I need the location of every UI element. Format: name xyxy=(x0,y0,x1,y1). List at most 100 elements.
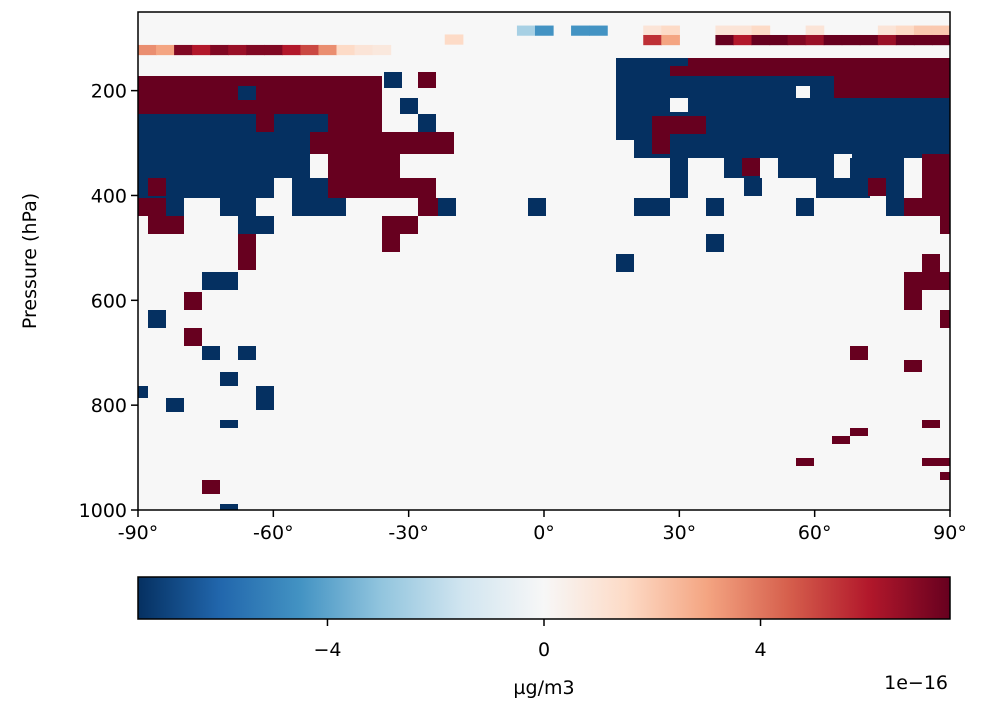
heatmap-block xyxy=(690,158,726,178)
heatmap-block xyxy=(796,86,810,98)
heatmap-cell xyxy=(246,44,265,56)
heatmap-block xyxy=(148,178,166,196)
heatmap-cell xyxy=(643,25,662,36)
heatmap-block xyxy=(656,58,688,66)
heatmap-block xyxy=(418,72,436,88)
heatmap-block xyxy=(670,98,688,112)
heatmap-block xyxy=(184,328,202,346)
heatmap-block xyxy=(166,398,184,412)
heatmap-cell xyxy=(282,44,301,56)
x-tick-label: 30° xyxy=(662,522,696,544)
heatmap-block xyxy=(670,158,688,198)
heatmap-block xyxy=(690,98,950,158)
y-tick-label: 600 xyxy=(91,290,127,312)
heatmap-cell xyxy=(444,34,464,45)
heatmap-block xyxy=(850,158,904,178)
heatmap-block xyxy=(256,386,274,410)
heatmap-block xyxy=(904,198,950,216)
heatmap-block xyxy=(438,198,456,216)
x-axis: -90° -60° -30° 0° 30° 60° 90° xyxy=(118,510,967,544)
heatmap-cell xyxy=(931,25,950,36)
heatmap-block xyxy=(904,272,950,290)
colorbar-tick-label: 0 xyxy=(538,639,550,661)
y-tick-label: 1000 xyxy=(79,500,127,522)
heatmap-cell xyxy=(805,34,825,46)
heatmap-block xyxy=(384,72,402,88)
heatmap-cell xyxy=(751,34,771,46)
heatmap-cell xyxy=(318,44,338,56)
heatmap-block xyxy=(328,154,400,198)
heatmap-block xyxy=(138,198,166,216)
heatmap-cell xyxy=(643,34,662,46)
heatmap-cell xyxy=(751,25,771,36)
heatmap-block xyxy=(816,178,870,198)
heatmap-block xyxy=(616,254,634,272)
heatmap-block xyxy=(922,420,940,428)
x-tick-label: 60° xyxy=(798,522,832,544)
heatmap-block xyxy=(256,114,274,132)
heatmap-cell xyxy=(336,44,356,56)
heatmap-block xyxy=(382,216,418,234)
heatmap-cell xyxy=(895,25,915,36)
heatmap-block xyxy=(706,198,724,216)
heatmap-block xyxy=(310,132,454,154)
heatmap-block xyxy=(382,234,400,252)
heatmap-block xyxy=(868,178,886,196)
heatmap-cell xyxy=(300,44,320,56)
heatmap-cell xyxy=(228,44,247,56)
heatmap-cell xyxy=(174,44,193,56)
heatmap-cell xyxy=(138,44,157,56)
heatmap-block xyxy=(138,76,382,114)
colorbar-tick-label: 4 xyxy=(754,639,766,661)
heatmap-block xyxy=(886,178,904,198)
heatmap-cell xyxy=(715,34,735,46)
heatmap-block xyxy=(202,480,220,494)
heatmap-block xyxy=(220,198,256,216)
heatmap-block xyxy=(778,158,834,178)
x-tick-label: 90° xyxy=(933,522,967,544)
heatmap-block xyxy=(904,290,922,310)
heatmap-block xyxy=(832,436,850,444)
heatmap-blocks xyxy=(138,58,950,510)
heatmap-block xyxy=(834,76,950,98)
heatmap-block xyxy=(886,198,904,216)
heatmap-cell xyxy=(913,25,933,36)
heatmap-block xyxy=(834,154,852,174)
heatmap-cell xyxy=(715,25,735,36)
heatmap-cell xyxy=(354,44,374,56)
heatmap-block xyxy=(220,372,238,386)
y-tick-label: 400 xyxy=(91,185,127,207)
heatmap-block xyxy=(138,386,148,398)
heatmap-block xyxy=(138,132,310,178)
heatmap-block xyxy=(148,216,184,234)
heatmap-cell xyxy=(895,34,915,46)
heatmap-block xyxy=(282,114,328,132)
colorbar-offset-text: 1e−16 xyxy=(884,672,948,694)
heatmap-cell xyxy=(534,25,554,36)
heatmap-block xyxy=(148,310,166,328)
heatmap-block xyxy=(238,86,256,100)
colorbar-ticks: −4 0 4 xyxy=(313,619,767,661)
heatmap-block xyxy=(138,178,274,198)
heatmap-block xyxy=(940,216,950,234)
colorbar-gradient xyxy=(138,577,950,619)
heatmap-block xyxy=(238,216,274,234)
x-tick-label: -90° xyxy=(118,522,159,544)
heatmap-cell xyxy=(733,34,753,46)
y-axis: 200 400 600 800 1000 xyxy=(79,81,138,522)
heatmap-block xyxy=(796,458,814,466)
heatmap-block xyxy=(706,234,724,252)
heatmap-block xyxy=(922,254,940,272)
heatmap-cell xyxy=(210,44,229,56)
heatmap-cell xyxy=(805,25,825,36)
heatmap-cell xyxy=(841,34,861,46)
y-tick-label: 800 xyxy=(91,395,127,417)
heatmap-cell xyxy=(877,25,897,36)
heatmap-cell xyxy=(931,34,950,46)
heatmap-block xyxy=(400,178,436,198)
heatmap-block xyxy=(850,346,868,360)
heatmap-block xyxy=(400,98,418,114)
heatmap-block xyxy=(634,198,670,216)
heatmap-cell xyxy=(877,34,897,46)
